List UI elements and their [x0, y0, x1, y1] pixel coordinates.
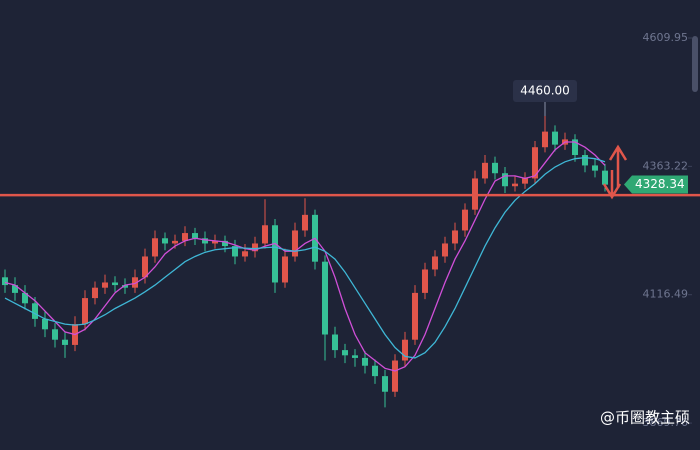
candle-body — [542, 131, 548, 148]
y-tick-label: 3869.76 — [643, 416, 689, 429]
last-price-label: 4328.34 — [635, 177, 685, 191]
candle-body — [242, 251, 248, 257]
candle-body — [462, 209, 468, 231]
last-price-tag — [624, 175, 688, 194]
candle-body — [522, 178, 528, 184]
candle-body — [162, 238, 168, 244]
down-arrow — [602, 170, 622, 200]
candle-body — [512, 183, 518, 187]
candle-body — [172, 240, 178, 244]
candle-body — [322, 261, 328, 335]
candle-body — [2, 277, 8, 286]
candle-body — [92, 287, 98, 299]
candle-body — [602, 170, 608, 185]
candle-body — [532, 147, 538, 179]
candle-body — [552, 131, 558, 145]
candle-body — [452, 230, 458, 244]
candle-body — [182, 233, 188, 241]
candle-body — [42, 318, 48, 330]
candle-body — [192, 233, 198, 239]
candle-body — [102, 282, 108, 288]
candle-body — [292, 230, 298, 257]
candle-body — [272, 225, 278, 283]
candle-body — [262, 225, 268, 244]
candle-body — [342, 350, 348, 356]
candle-body — [352, 355, 358, 358]
candle-body — [132, 277, 138, 288]
candle-body — [592, 165, 598, 171]
y-tick-label: 4363.22 — [643, 159, 689, 172]
candle-body — [22, 292, 28, 304]
candle-body — [112, 282, 118, 286]
candle-body — [232, 246, 238, 257]
candle-body — [372, 365, 378, 377]
candle-body — [282, 256, 288, 283]
candle-body — [412, 292, 418, 340]
candle-body — [202, 238, 208, 244]
candle-body — [302, 214, 308, 231]
candle-body — [222, 240, 228, 247]
arrows — [602, 144, 628, 200]
high-box — [513, 80, 577, 103]
scrollbar — [692, 36, 698, 92]
candle-body — [432, 256, 438, 270]
candle-body — [362, 357, 368, 366]
candle-body — [32, 303, 38, 319]
candle-body — [12, 285, 18, 293]
candle-body — [392, 360, 398, 392]
candle-body — [52, 329, 58, 340]
candle-body — [482, 162, 488, 179]
candle-body — [422, 269, 428, 293]
up-arrow — [608, 144, 628, 188]
candle-body — [62, 339, 68, 345]
candle-body — [442, 243, 448, 257]
candle-body — [122, 285, 128, 288]
candle-body — [142, 256, 148, 278]
candle-body — [402, 339, 408, 361]
moving-average — [4, 141, 606, 372]
candle-body — [252, 243, 258, 252]
candle-body — [332, 334, 338, 351]
watermark: @币圈教主硕 — [600, 409, 690, 427]
candle-body — [582, 155, 588, 166]
candle-body — [492, 162, 498, 174]
moving-average — [4, 156, 606, 359]
candle-body — [382, 376, 388, 392]
y-tick-label: 4116.49 — [643, 288, 689, 301]
high-label: 4460.00 — [520, 84, 570, 98]
candle-body — [82, 298, 88, 325]
y-tick-label: 4609.95 — [643, 31, 689, 44]
candle-body — [152, 238, 158, 257]
candle-body — [572, 139, 578, 156]
candle-body — [502, 173, 508, 187]
candle-body — [212, 240, 218, 244]
